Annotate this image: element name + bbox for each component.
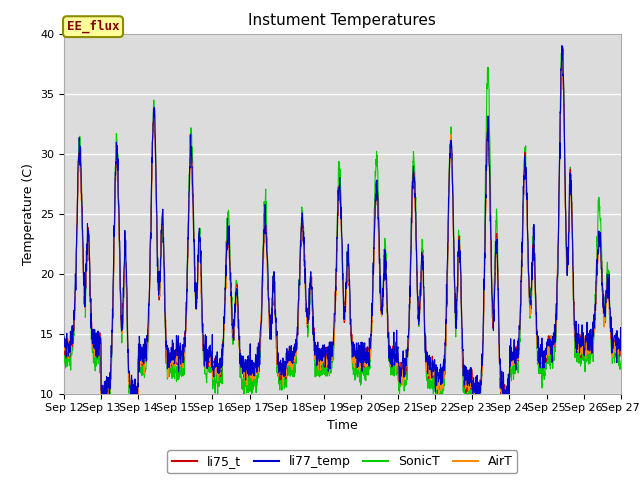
AirT — [371, 223, 379, 228]
Title: Instument Temperatures: Instument Temperatures — [248, 13, 436, 28]
SonicT — [559, 44, 566, 50]
li75_t — [371, 216, 379, 222]
Line: li75_t: li75_t — [64, 55, 621, 394]
li77_temp — [98, 391, 106, 396]
li77_temp — [216, 356, 223, 362]
AirT — [359, 351, 367, 357]
li75_t — [60, 340, 68, 346]
li75_t — [558, 52, 566, 58]
li75_t — [97, 391, 105, 396]
AirT — [568, 221, 576, 227]
AirT — [216, 363, 223, 369]
AirT — [617, 343, 625, 349]
SonicT — [216, 368, 223, 374]
SonicT — [371, 197, 379, 203]
li77_temp — [371, 216, 379, 222]
Line: SonicT: SonicT — [64, 47, 621, 394]
SonicT — [568, 220, 576, 226]
Line: li77_temp: li77_temp — [64, 46, 621, 394]
li75_t — [617, 347, 625, 352]
SonicT — [60, 361, 68, 367]
li77_temp — [60, 333, 68, 339]
li75_t — [216, 368, 223, 374]
AirT — [558, 48, 566, 54]
Y-axis label: Temperature (C): Temperature (C) — [22, 163, 35, 264]
li77_temp — [558, 43, 566, 48]
SonicT — [584, 355, 591, 361]
SonicT — [617, 365, 625, 371]
SonicT — [359, 368, 367, 373]
li77_temp — [568, 220, 576, 226]
Text: EE_flux: EE_flux — [67, 20, 119, 33]
li75_t — [504, 391, 512, 396]
li77_temp — [617, 342, 625, 348]
SonicT — [97, 391, 105, 396]
li75_t — [359, 355, 367, 360]
Legend: li75_t, li77_temp, SonicT, AirT: li75_t, li77_temp, SonicT, AirT — [167, 450, 518, 473]
li75_t — [568, 210, 576, 216]
li75_t — [584, 338, 591, 344]
li77_temp — [359, 349, 367, 355]
AirT — [504, 391, 512, 396]
SonicT — [504, 390, 512, 396]
Line: AirT: AirT — [64, 51, 621, 394]
li77_temp — [504, 371, 512, 377]
li77_temp — [584, 346, 591, 352]
X-axis label: Time: Time — [327, 419, 358, 432]
AirT — [97, 391, 105, 396]
AirT — [60, 344, 68, 349]
AirT — [584, 345, 591, 350]
